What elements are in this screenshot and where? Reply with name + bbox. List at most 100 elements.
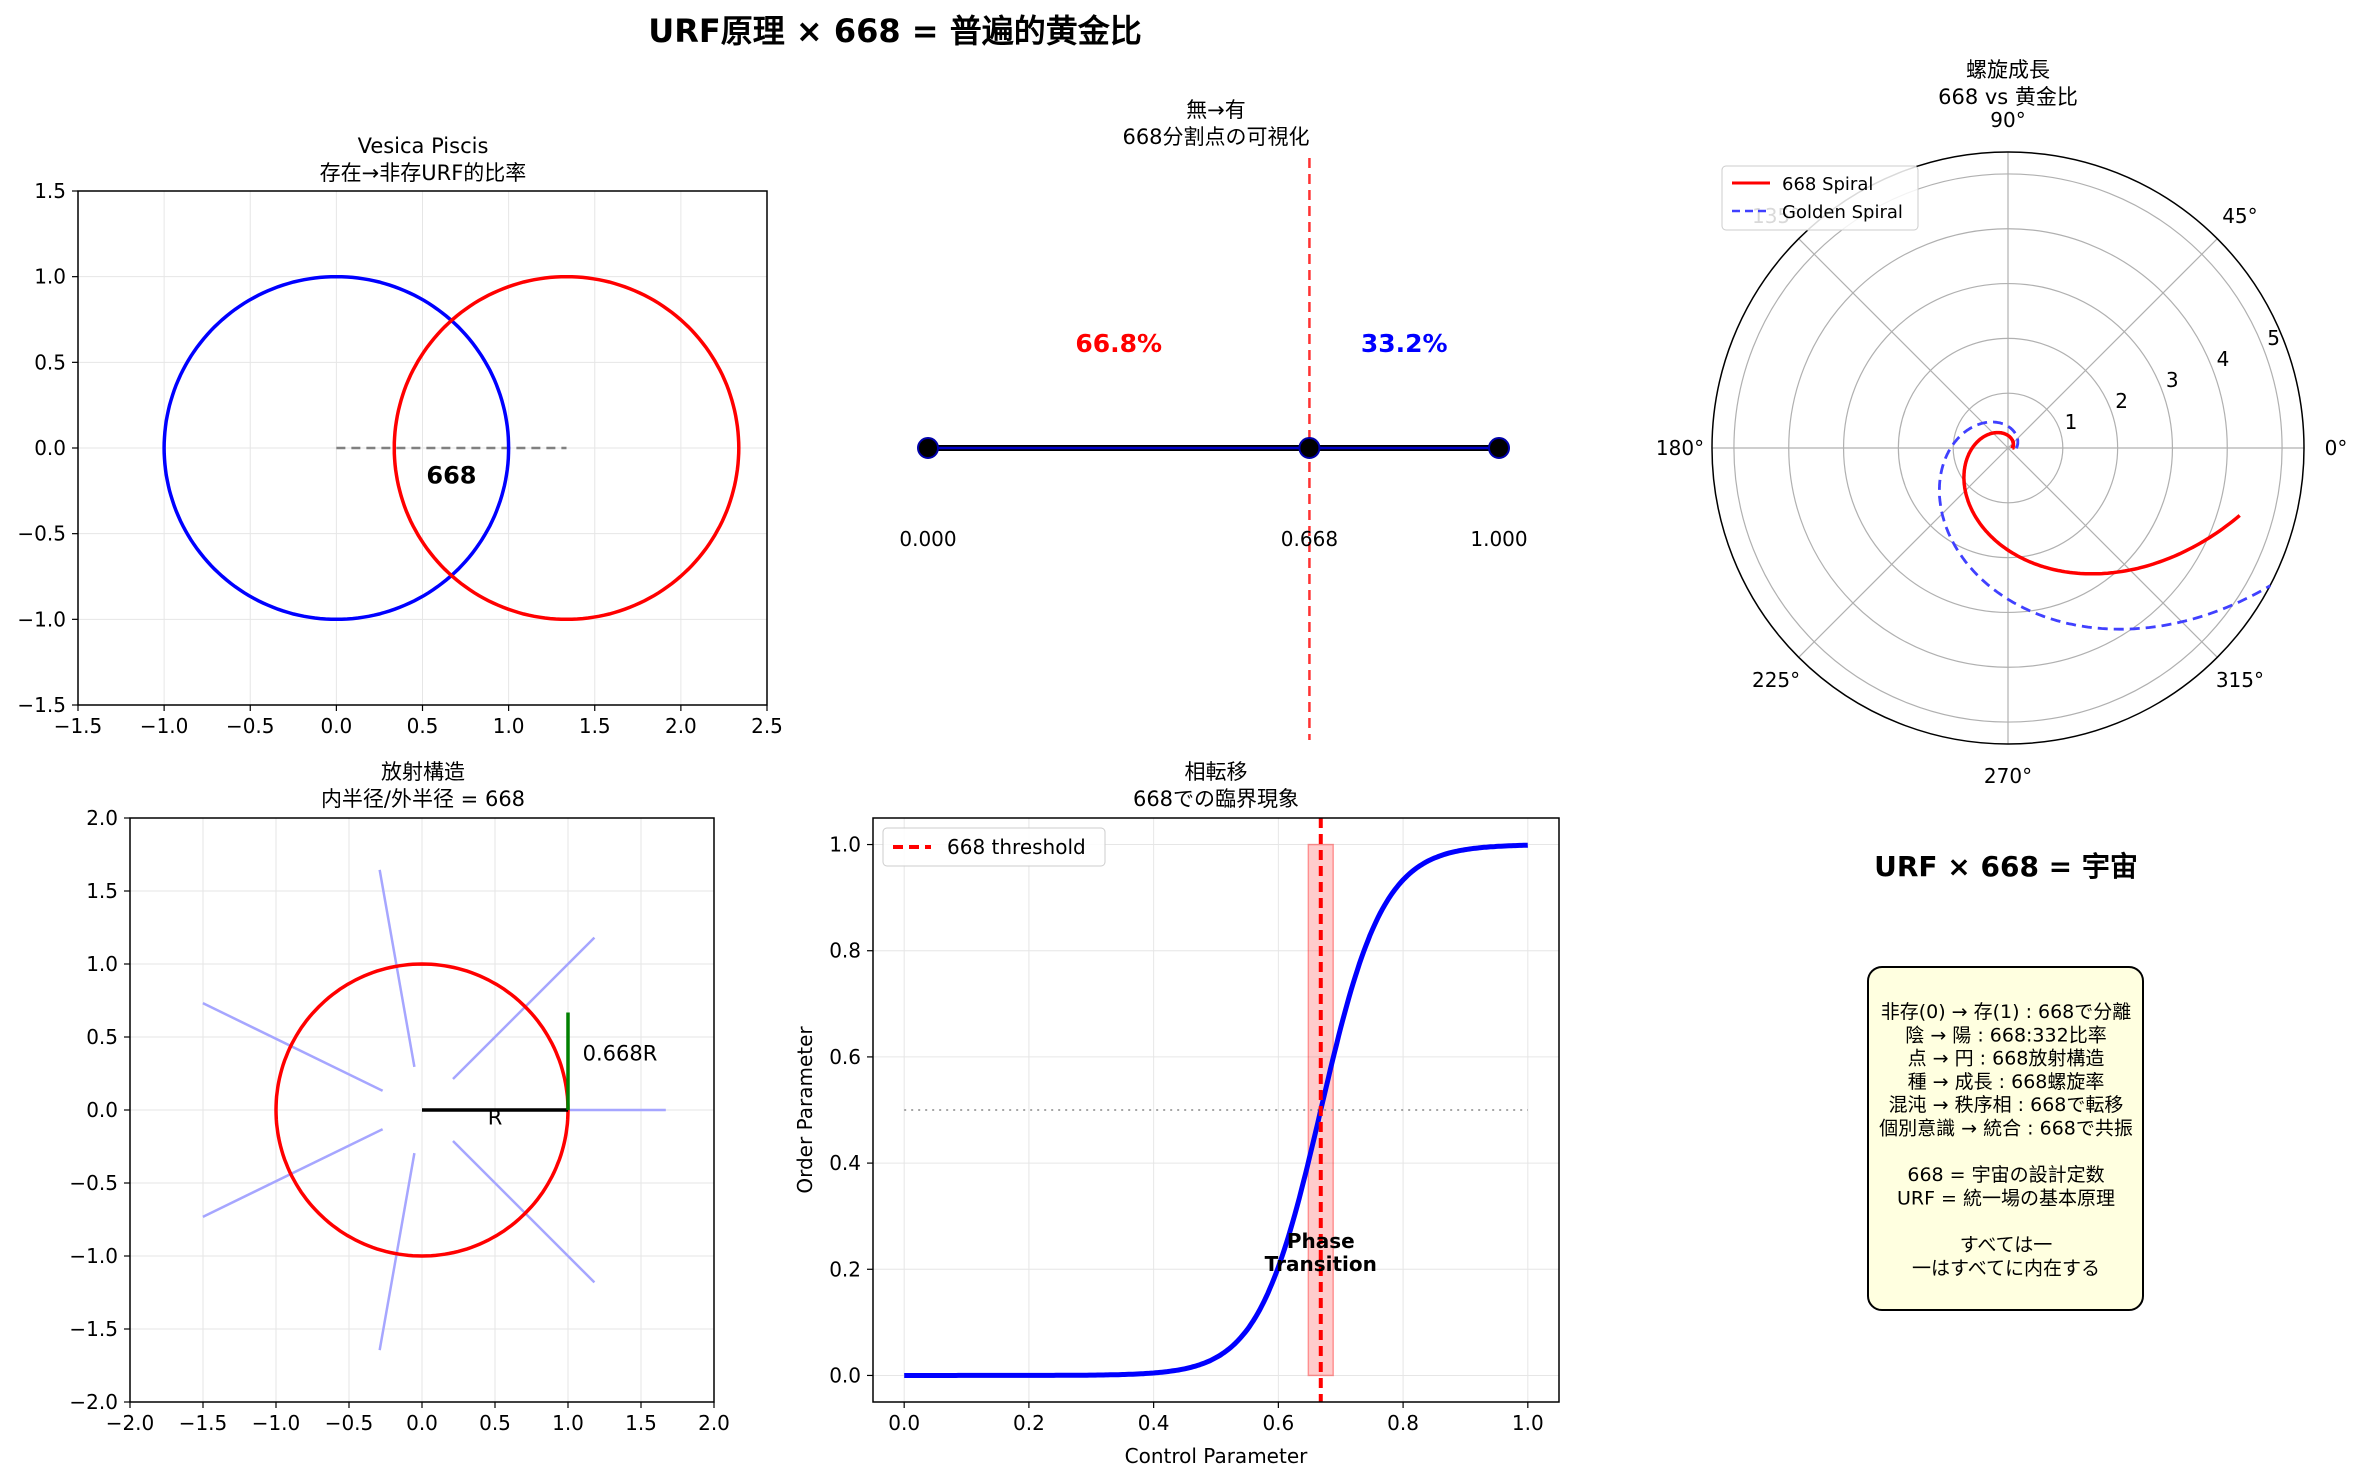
phase-legend-label: 668 threshold (947, 835, 1086, 859)
phase-ytick-label: 0.8 (829, 939, 861, 963)
vesica-ytick-label: 1.0 (34, 265, 66, 289)
vesica-frame (77, 190, 768, 706)
radial-radius-label: R (488, 1106, 503, 1130)
polar-spoke (1798, 238, 2009, 449)
radial-xtick-label: 0.0 (406, 1411, 438, 1435)
polar-radial-label: 2 (2115, 389, 2128, 413)
split-panel: 無→有 668分割点の可視化 0.000 0.668 1.000 66.8% 33.2% (899, 98, 1528, 740)
polar-radial-label: 4 (2217, 347, 2230, 371)
vesica-ytick-label: −1.0 (17, 607, 66, 631)
phase-ticks: 0.0 0.2 0.4 0.6 0.8 1.0 0.0 0.2 0.4 0.6 0.8 1.0 (829, 833, 1544, 1435)
phase-legend-box (882, 827, 1106, 867)
polar-angle-label: 90° (1990, 108, 2025, 132)
phase-frame (872, 817, 1560, 1403)
radial-ytick-label: −2.0 (69, 1390, 118, 1414)
split-point-label: 0.000 (899, 527, 956, 551)
polar-ring (1952, 392, 2064, 504)
radial-xtick-label: −0.5 (325, 1411, 374, 1435)
polar-angle-label: 225° (1752, 668, 1800, 692)
vesica-ytick-label: 0.5 (34, 350, 66, 374)
radial-ytick-label: −1.0 (69, 1244, 118, 1268)
vesica-ytick-label: 1.5 (34, 179, 66, 203)
phase-ylabel: Order Parameter (793, 1026, 817, 1194)
vesica-grid (77, 190, 768, 706)
radial-xtick-label: 2.0 (698, 1411, 730, 1435)
polar-angle-label: 45° (2222, 204, 2257, 228)
radial-title-line2: 内半径/外半径 = 668 (321, 787, 525, 811)
vesica-ticks: −1.5 −1.0 −0.5 0.0 0.5 1.0 1.5 2.0 2.5 −1.5 −1.0 −0… (17, 179, 782, 738)
summary-line: 一はすべてに内在する (1912, 1257, 2100, 1279)
radial-ray (452, 1140, 596, 1284)
vesica-xtick-label: 0.0 (320, 714, 352, 738)
split-point-label: 0.668 (1281, 527, 1338, 551)
phase-xtick-label: 0.4 (1138, 1411, 1170, 1435)
vesica-panel: Vesica Piscis 存在→非存URF的比率 668 −1.5 −1.0 −0… (17, 134, 782, 738)
radial-ray (378, 1152, 416, 1351)
vesica-ytick-label: 0.0 (34, 436, 66, 460)
radial-circle (274, 962, 570, 1258)
polar-legend-box (1721, 165, 1919, 231)
radial-ytick-label: 0.5 (86, 1025, 118, 1049)
radial-ytick-label: −1.5 (69, 1317, 118, 1341)
radial-inner-label: 0.668R (583, 1041, 658, 1065)
polar-ring (1842, 282, 2174, 614)
summary-heading: URF × 668 = 宇宙 (1874, 850, 2138, 883)
polar-series-668 (1962, 430, 2241, 576)
polar-legend-label-golden: Golden Spiral (1782, 202, 1903, 223)
radial-ytick-label: 0.0 (86, 1098, 118, 1122)
phase-title-line1: 相転移 (1185, 760, 1248, 784)
summary-line: 668 = 宇宙の設計定数 (1907, 1164, 2104, 1186)
polar-ring (1733, 173, 2283, 723)
phase-xtick-label: 0.8 (1387, 1411, 1419, 1435)
radial-title-line1: 放射構造 (381, 760, 465, 784)
polar-radial-label: 1 (2065, 410, 2078, 434)
radial-plot-area: R 0.668R (202, 869, 666, 1351)
radial-ray (202, 1128, 384, 1219)
figure-suptitle: URF原理 × 668 = 普遍的黄金比 (648, 12, 1141, 50)
split-plot-area: 0.000 0.668 1.000 66.8% 33.2% (899, 158, 1528, 740)
phase-ytick-label: 0.6 (829, 1045, 861, 1069)
radial-xtick-label: 0.5 (479, 1411, 511, 1435)
phase-xtick-label: 0.0 (888, 1411, 920, 1435)
summary-line: 種 → 成長 : 668螺旋率 (1908, 1071, 2105, 1093)
radial-ytick-label: 2.0 (86, 806, 118, 830)
radial-ray (452, 936, 596, 1080)
radial-ytick-label: 1.0 (86, 952, 118, 976)
split-point (1298, 437, 1321, 459)
radial-ray (202, 1001, 384, 1092)
radial-panel: 放射構造 内半径/外半径 = 668 R 0.668R −2.0 −1.5 −1.0 −… (69, 760, 729, 1435)
vesica-circle-red (392, 274, 741, 622)
radial-xtick-label: −1.5 (179, 1411, 228, 1435)
vesica-circle-blue (162, 274, 511, 622)
vesica-xtick-label: −0.5 (226, 714, 275, 738)
polar-radial-label: 3 (2166, 368, 2179, 392)
vesica-xtick-label: 2.0 (665, 714, 697, 738)
vesica-plot-area: 668 (162, 274, 741, 622)
polar-ring (1897, 337, 2119, 559)
polar-radial-label: 5 (2267, 326, 2280, 350)
vesica-xtick-label: 1.0 (493, 714, 525, 738)
vesica-xtick-label: 0.5 (407, 714, 439, 738)
vesica-xtick-label: 1.5 (579, 714, 611, 738)
phase-annotation-line1: Phase (1287, 1229, 1355, 1253)
phase-ytick-label: 1.0 (829, 833, 861, 857)
vesica-xtick-label: −1.5 (54, 714, 103, 738)
phase-xtick-label: 0.2 (1013, 1411, 1045, 1435)
polar-legend-label-668: 668 Spiral (1782, 174, 1873, 195)
phase-xlabel: Control Parameter (1125, 1444, 1308, 1468)
split-point (917, 437, 939, 459)
vesica-ytick-label: −0.5 (17, 522, 66, 546)
polar-angle-label: 0° (2325, 436, 2348, 460)
vesica-xtick-label: −1.0 (140, 714, 189, 738)
phase-xtick-label: 0.6 (1262, 1411, 1294, 1435)
polar-angle-label: 180° (1656, 436, 1704, 460)
split-right-percentage: 33.2% (1361, 329, 1448, 358)
vesica-ytick-label: −1.5 (17, 693, 66, 717)
polar-spoke (1798, 447, 2009, 658)
radial-frame (129, 817, 715, 1403)
summary-line: 非存(0) → 存(1) : 668で分離 (1881, 1001, 2132, 1023)
